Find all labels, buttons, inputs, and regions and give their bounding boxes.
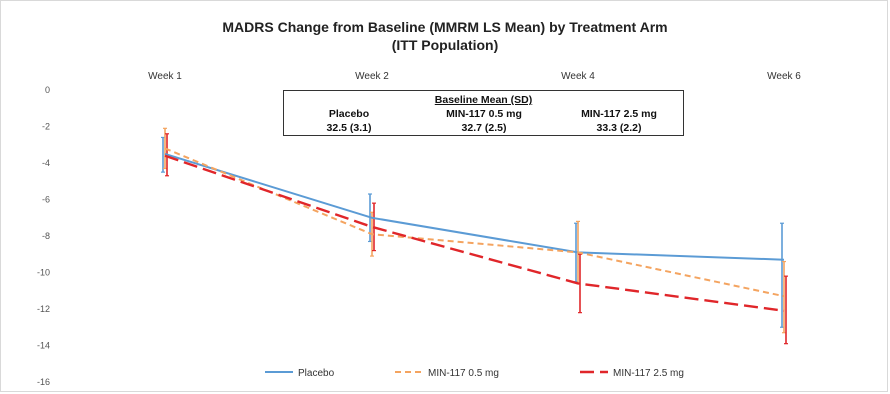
baseline-arm-min117-05: MIN-117 0.5 mg [446,108,522,120]
legend-label: MIN-117 0.5 mg [428,368,499,379]
y-tick-label: -14 [37,341,50,351]
y-tick-label: -6 [42,195,50,205]
legend-label: Placebo [298,368,335,379]
series-line [164,152,785,261]
x-category-label: Week 1 [148,71,182,82]
x-category-label: Week 6 [767,71,801,82]
legend-label: MIN-117 2.5 mg [613,368,684,379]
y-tick-label: -10 [37,268,50,278]
y-tick-label: 0 [45,85,50,95]
baseline-value-min117-05: 32.7 (2.5) [461,122,507,134]
baseline-arm-placebo: Placebo [328,108,370,120]
series-line [164,147,785,298]
chart-title: MADRS Change from Baseline (MMRM LS Mean… [222,19,668,35]
x-category-label: Week 2 [355,71,389,82]
x-category-label: Week 4 [561,71,595,82]
series-line [164,154,785,312]
y-tick-label: -2 [42,122,50,132]
baseline-value-min117-25: 33.3 (2.2) [596,122,642,134]
baseline-table-header: Baseline Mean (SD) [434,94,533,106]
y-tick-label: -4 [42,158,50,168]
y-tick-label: -8 [42,231,50,241]
baseline-table: Baseline Mean (SD) Placebo MIN-117 0.5 m… [283,90,684,136]
y-tick-label: -12 [37,304,50,314]
y-tick-label: -16 [37,377,50,387]
baseline-arm-min117-25: MIN-117 2.5 mg [581,108,657,120]
baseline-value-placebo: 32.5 (3.1) [326,122,372,134]
chart-subtitle: (ITT Population) [391,37,499,53]
